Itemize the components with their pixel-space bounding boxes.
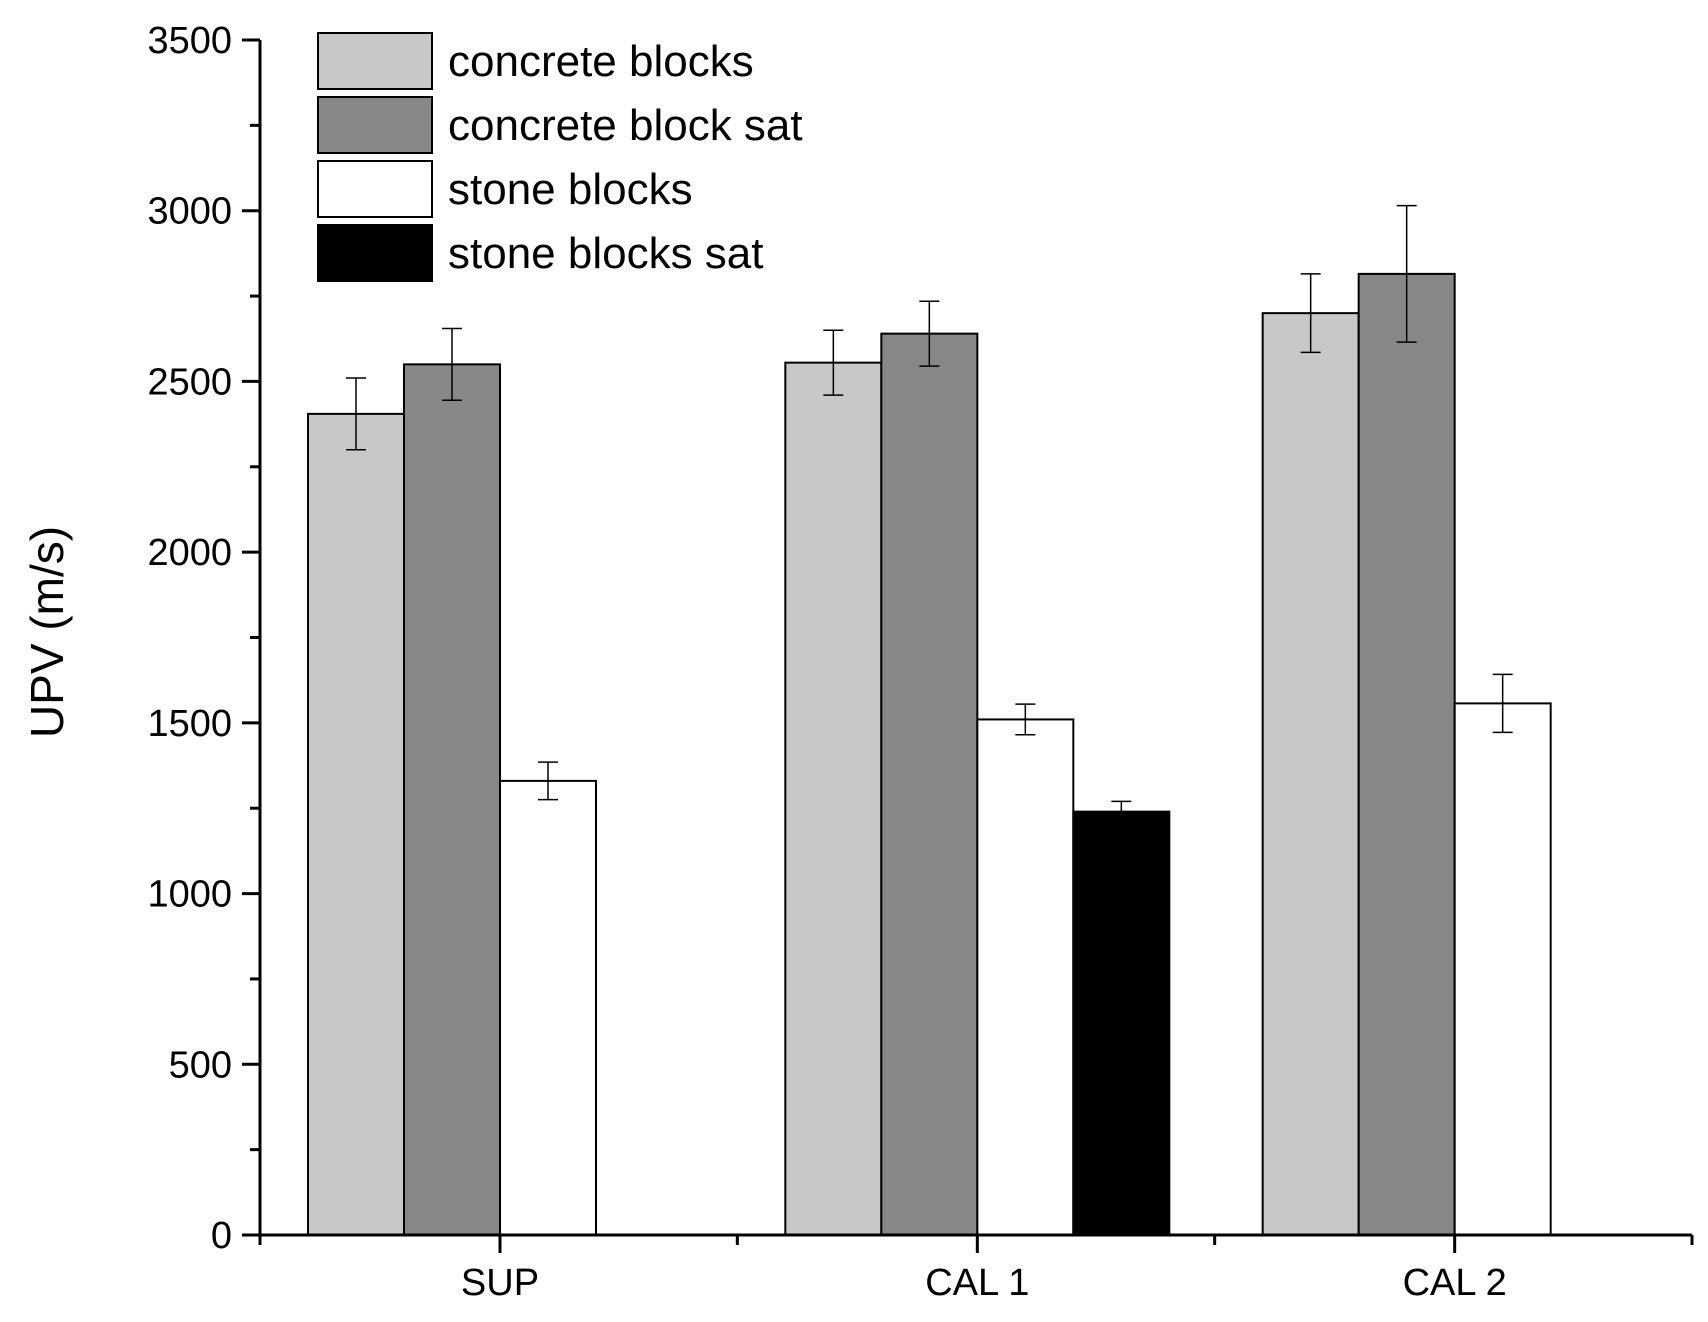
bar <box>1357 272 1456 1236</box>
bar <box>880 332 979 1236</box>
y-tick-label: 3500 <box>147 20 232 62</box>
y-tick-label: 2000 <box>147 532 232 574</box>
y-tick-label: 0 <box>211 1215 232 1257</box>
bar <box>403 363 501 1237</box>
x-tick-label: SUP <box>461 1262 539 1304</box>
bar <box>1453 702 1552 1236</box>
legend-swatch <box>317 96 433 154</box>
legend-label: concrete blocks <box>448 37 754 86</box>
legend-swatch <box>317 32 433 90</box>
legend-swatch <box>317 160 433 218</box>
legend-label: stone blocks sat <box>448 229 764 278</box>
legend-label: stone blocks <box>448 165 693 214</box>
bars-layer <box>307 272 1552 1237</box>
y-tick-label: 3000 <box>147 191 232 233</box>
y-tick-label: 2500 <box>147 361 232 403</box>
y-tick-label: 500 <box>169 1044 232 1086</box>
y-tick-label: 1500 <box>147 703 232 745</box>
bar <box>499 779 597 1237</box>
bar <box>976 718 1075 1236</box>
x-tick-label: CAL 2 <box>1403 1262 1507 1304</box>
bar <box>784 361 883 1236</box>
axes-layer: 0 500 1000 1500 2000 2500 3000 3500 SUP CAL 1 CAL … <box>147 20 1694 1304</box>
bar <box>307 412 405 1237</box>
y-tick-label: 1000 <box>147 874 232 916</box>
bar <box>1261 312 1360 1236</box>
legend-label: concrete block sat <box>448 101 803 150</box>
bar <box>1072 810 1171 1237</box>
y-axis-title: UPV (m/s) <box>21 526 73 738</box>
error-bars-layer <box>346 204 1513 823</box>
legend: concrete blocks concrete block sat stone b… <box>317 32 803 282</box>
legend-swatch <box>317 224 433 282</box>
x-tick-label: CAL 1 <box>925 1262 1029 1304</box>
